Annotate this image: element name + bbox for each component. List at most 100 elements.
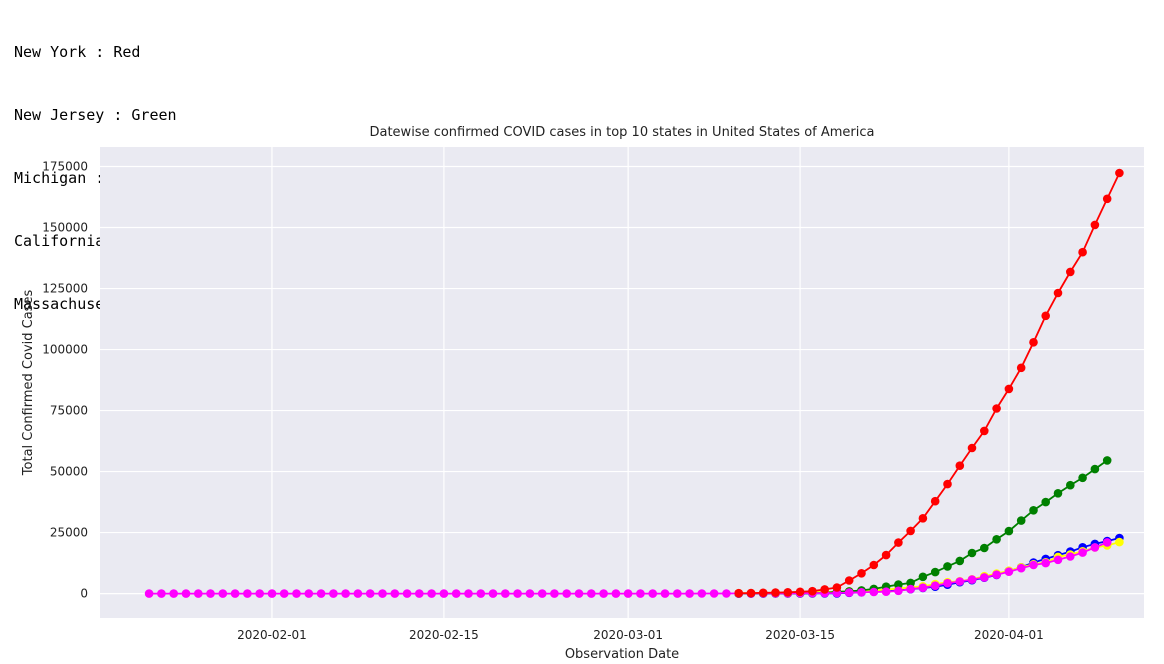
data-point-new-york (844, 576, 854, 585)
data-point-new-york (967, 443, 977, 453)
data-point-new-york (758, 588, 768, 598)
data-point-massachusetts (550, 589, 559, 598)
x-axis-ticks: 2020-02-01 2020-02-15 2020-03-01 2020-03-15… (237, 628, 1044, 642)
data-point-massachusetts (980, 573, 989, 582)
series-massachusetts (144, 538, 1112, 598)
data-point-massachusetts (292, 589, 301, 598)
data-point-massachusetts (230, 589, 240, 598)
x-axis-label: Observation Date (565, 647, 679, 662)
y-tick-label: 175000 (42, 160, 88, 174)
data-point-massachusetts (415, 589, 424, 598)
data-point-new-york (832, 583, 842, 592)
data-point-new-york (746, 588, 756, 598)
data-point-massachusetts (685, 589, 694, 598)
data-point-massachusetts (1066, 552, 1075, 561)
data-point-new-york (906, 526, 915, 536)
data-point-massachusetts (1016, 563, 1026, 573)
y-axis-ticks: 0 25000 50000 75000 100000 125000 150000 175000 (42, 160, 88, 601)
data-point-massachusetts (255, 589, 264, 598)
data-point-new-jersey (1004, 526, 1014, 536)
data-point-new-york (1066, 267, 1075, 277)
data-point-massachusetts (378, 589, 387, 598)
y-tick-label: 25000 (50, 526, 88, 540)
series-new-york (734, 168, 1124, 598)
data-point-massachusetts (660, 589, 670, 598)
data-point-massachusetts (869, 587, 879, 597)
plot-area (100, 147, 1144, 618)
data-point-massachusetts (144, 589, 154, 598)
data-point-massachusetts (955, 577, 965, 586)
y-tick-label: 100000 (42, 343, 88, 357)
data-point-massachusetts (181, 589, 191, 598)
data-point-massachusetts (525, 589, 535, 598)
data-point-massachusetts (341, 589, 350, 598)
data-point-new-york (930, 496, 940, 506)
data-point-new-york (1090, 220, 1100, 230)
data-point-massachusetts (427, 589, 436, 598)
y-tick-label: 50000 (50, 465, 88, 479)
data-point-new-jersey (967, 548, 977, 558)
y-tick-label: 125000 (42, 282, 88, 296)
data-point-massachusetts (316, 589, 326, 598)
data-point-new-jersey (943, 562, 952, 571)
data-point-new-york (1053, 288, 1063, 298)
data-point-massachusetts (587, 589, 596, 598)
data-point-massachusetts (697, 589, 707, 598)
data-point-new-jersey (930, 567, 940, 577)
data-point-new-jersey (1078, 473, 1087, 483)
data-point-massachusetts (881, 587, 891, 596)
data-point-massachusetts (599, 589, 608, 598)
data-point-massachusetts (488, 589, 498, 598)
y-tick-label: 150000 (42, 221, 88, 235)
data-point-new-york (894, 538, 903, 547)
data-point-massachusetts (353, 589, 363, 598)
data-point-new-jersey (1066, 480, 1075, 490)
data-point-massachusetts (1078, 548, 1087, 557)
data-point-massachusetts (574, 589, 584, 598)
data-point-massachusetts (1053, 555, 1063, 565)
data-point-massachusetts (673, 589, 682, 598)
data-point-massachusetts (1102, 538, 1112, 547)
data-point-new-jersey (1041, 497, 1050, 507)
data-point-massachusetts (218, 589, 228, 598)
data-point-massachusetts (918, 583, 928, 592)
data-point-new-jersey (894, 580, 903, 589)
data-point-new-jersey (1053, 489, 1063, 498)
data-point-massachusetts (513, 589, 522, 598)
data-point-new-york (992, 404, 1001, 413)
data-point-new-york (771, 588, 780, 597)
data-point-massachusetts (501, 589, 510, 598)
data-point-california (1115, 537, 1124, 547)
data-point-massachusetts (402, 589, 412, 598)
data-point-new-york (1078, 247, 1087, 257)
data-point-new-york (1016, 363, 1026, 373)
data-point-massachusetts (194, 589, 203, 598)
data-point-massachusetts (390, 589, 400, 598)
x-tick-label: 2020-02-15 (409, 628, 479, 642)
data-point-massachusetts (722, 589, 731, 598)
data-point-massachusetts (636, 589, 645, 598)
chart-container: Datewise confirmed COVID cases in top 10… (0, 110, 1164, 664)
legend-line-new-york: New York : Red (14, 43, 141, 61)
y-axis-label: Total Confirmed Covid Cases (21, 290, 36, 477)
data-point-massachusetts (1090, 543, 1100, 552)
data-point-massachusetts (967, 575, 977, 584)
data-point-new-jersey (992, 535, 1001, 544)
data-point-new-york (734, 588, 743, 598)
data-point-new-york (980, 426, 989, 436)
data-point-massachusetts (611, 589, 621, 598)
data-point-new-york (820, 585, 829, 594)
legend-line-new-jersey: New Jersey : Green (14, 106, 177, 124)
data-point-new-jersey (918, 572, 928, 582)
data-point-massachusetts (304, 589, 314, 598)
data-point-massachusetts (169, 589, 178, 598)
series-group (144, 168, 1124, 598)
data-point-massachusetts (562, 589, 571, 598)
x-tick-label: 2020-03-01 (593, 628, 663, 642)
data-point-new-york (808, 586, 817, 596)
y-tick-label: 0 (80, 587, 88, 601)
data-point-massachusetts (243, 589, 252, 598)
data-point-massachusetts (943, 578, 952, 588)
data-point-new-york (857, 569, 866, 578)
line-chart: Datewise confirmed COVID cases in top 10… (21, 125, 1144, 662)
